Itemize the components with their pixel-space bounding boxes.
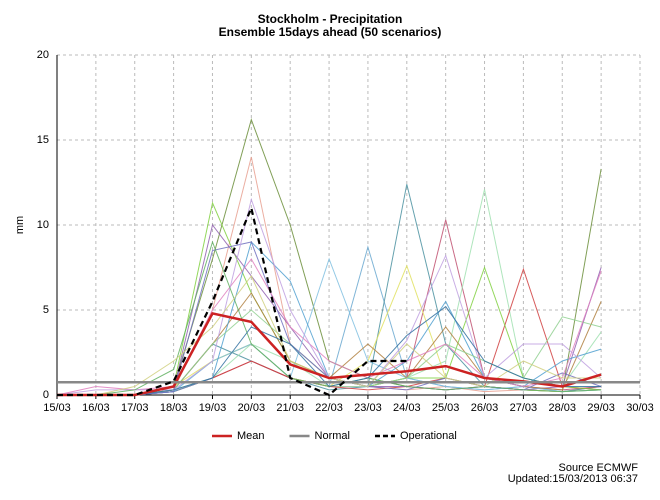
y-tick-label: 0	[43, 389, 49, 401]
x-tick-label: 23/03	[354, 402, 382, 414]
x-tick-label: 18/03	[160, 402, 188, 414]
x-tick-label: 24/03	[393, 402, 421, 414]
x-tick-label: 21/03	[276, 402, 304, 414]
y-tick-label: 20	[37, 49, 49, 61]
x-tick-label: 28/03	[549, 402, 577, 414]
legend-label: Normal	[315, 430, 350, 442]
x-tick-label: 22/03	[315, 402, 343, 414]
updated-note: Updated:15/03/2013 06:37	[508, 473, 638, 485]
scenario-line	[56, 258, 602, 396]
x-tick-label: 20/03	[238, 402, 266, 414]
x-tick-label: 29/03	[587, 402, 615, 414]
chart-title: Stockholm - Precipitation	[258, 12, 403, 26]
x-tick-label: 26/03	[471, 402, 499, 414]
x-tick-label: 16/03	[82, 402, 110, 414]
y-tick-label: 10	[37, 219, 49, 231]
y-tick-label: 15	[37, 134, 49, 146]
x-tick-label: 30/03	[626, 402, 654, 414]
x-tick-label: 19/03	[199, 402, 227, 414]
x-tick-label: 27/03	[510, 402, 538, 414]
source-note: Source ECMWF	[559, 462, 639, 474]
series-line	[57, 311, 602, 397]
series-line	[57, 204, 407, 397]
x-tick-label: 25/03	[432, 402, 460, 414]
x-tick-label: 15/03	[43, 402, 71, 414]
chart-subtitle: Ensemble 15days ahead (50 scenarios)	[219, 25, 442, 39]
y-axis-label: mm	[14, 216, 26, 234]
x-tick-label: 17/03	[121, 402, 149, 414]
legend-label: Mean	[237, 430, 265, 442]
legend-label: Operational	[400, 430, 457, 442]
y-tick-label: 5	[43, 304, 49, 316]
